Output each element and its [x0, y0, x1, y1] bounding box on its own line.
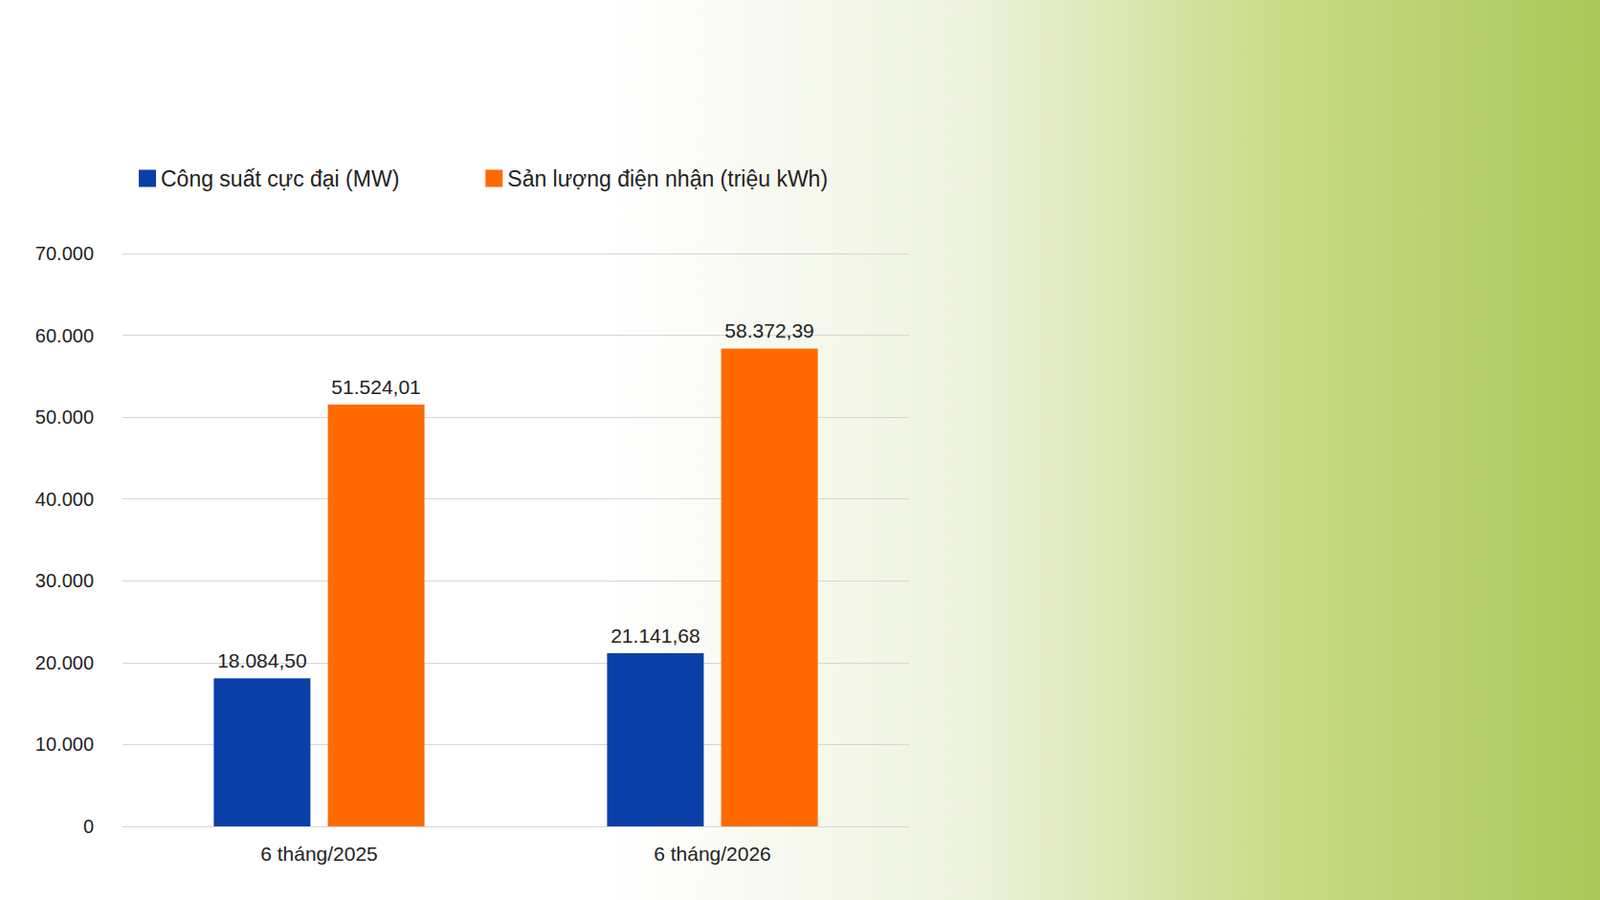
svg-text:6 tháng/2026: 6 tháng/2026 [653, 843, 772, 866]
svg-text:0: 0 [83, 816, 94, 838]
svg-text:30.000: 30.000 [35, 570, 94, 592]
svg-text:70.000: 70.000 [35, 243, 94, 265]
svg-text:50.000: 50.000 [35, 406, 94, 428]
svg-text:Sản lượng điện nhận (triệu kWh: Sản lượng điện nhận (triệu kWh) [507, 166, 828, 192]
svg-text:6 tháng/2025: 6 tháng/2025 [260, 843, 378, 866]
svg-text:60.000: 60.000 [35, 325, 94, 347]
svg-text:21.141,68: 21.141,68 [610, 624, 700, 647]
svg-text:58.372,39: 58.372,39 [724, 319, 814, 342]
svg-text:40.000: 40.000 [35, 488, 94, 511]
svg-text:20.000: 20.000 [35, 652, 94, 674]
svg-text:Công suất cực đại (MW): Công suất cực đại (MW) [160, 166, 400, 192]
svg-text:18.084,50: 18.084,50 [217, 649, 307, 672]
svg-text:51.524,01: 51.524,01 [331, 376, 421, 399]
svg-text:10.000: 10.000 [35, 733, 94, 756]
